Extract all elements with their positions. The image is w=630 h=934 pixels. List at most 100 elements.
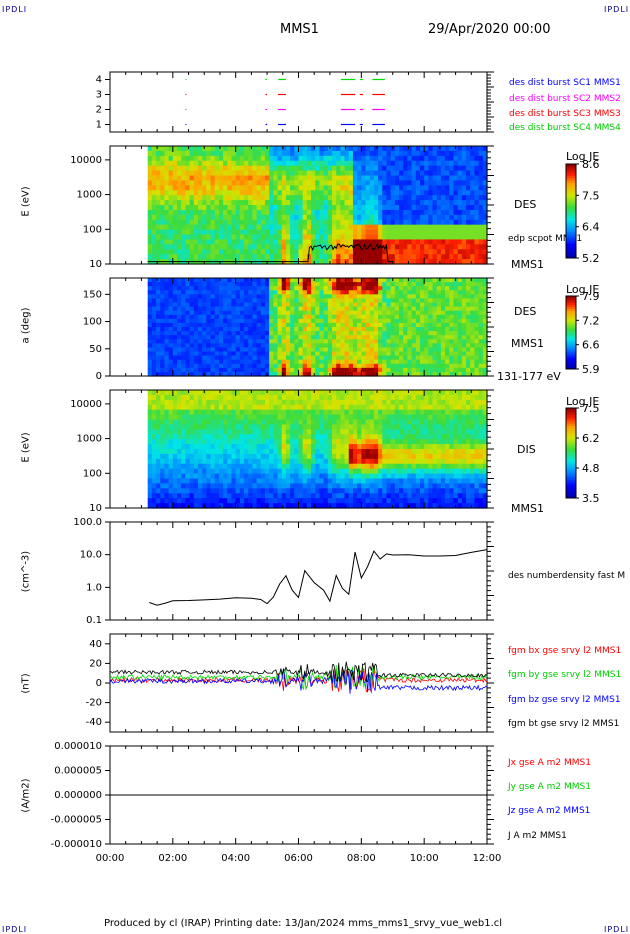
des-energy-cell [436,205,442,211]
des-energy-cell [181,180,186,186]
des-pitch-cell [319,335,325,340]
des-pitch-cell [164,286,170,291]
des-energy-cell [172,205,178,211]
des-energy-cell [168,146,174,152]
des-pitch-cell [399,359,404,365]
des-energy-cell [361,205,367,211]
des-pitch-cell [197,335,203,340]
des-pitch-cell [436,335,442,340]
des-energy-cell [319,239,325,245]
des-pitch-cell [223,347,228,353]
des-energy-cell [432,224,438,231]
des-pitch-cell [281,302,287,308]
dis-energy-cell [172,429,178,435]
dis-energy-cell [172,399,178,406]
des-pitch-cell [168,286,174,291]
dis-energy-cell [189,409,195,416]
des-pitch-cell [361,359,367,365]
des-pitch-cell [256,310,262,316]
des-energy-cell [189,180,195,186]
dis-energy-cell [164,449,170,455]
des-pitch-cell [290,302,295,308]
dis-energy-cell [168,463,174,470]
des-pitch-cell [415,314,421,320]
des-energy-cell [168,234,174,241]
dis-energy-cell [281,449,287,455]
dis-energy-cell [168,458,174,465]
des-energy-cell [394,239,400,245]
des-pitch-cell [344,339,350,344]
des-pitch-cell [210,310,216,316]
des-pitch-cell [147,339,153,344]
des-pitch-cell [193,302,199,308]
dis-energy-cell [235,503,241,509]
des-energy-cell [311,170,316,177]
des-pitch-cell [357,339,362,344]
dis-energy-cell [252,483,258,489]
dis-energy-cell [177,394,182,401]
des-energy-cell [231,185,237,191]
dis-energy-cell [218,488,224,494]
des-energy-cell [419,229,425,236]
des-pitch-cell [273,347,279,353]
des-energy-cell [298,190,304,196]
des-energy-cell [231,146,237,152]
des-pitch-cell [340,318,346,324]
des-pitch-cell [470,327,476,332]
dis-energy-cell [239,404,245,411]
des-pitch-cell [197,343,203,349]
des-pitch-cell [461,343,467,349]
des-energy-cell [344,259,350,265]
dis-energy-cell [252,434,258,440]
des-energy-cell [482,209,488,216]
des-energy-cell [197,190,203,196]
des-pitch-cell [311,371,316,377]
dis-energy-cell [189,483,195,489]
des-pitch-cell [235,286,241,291]
des-energy-cell [344,170,350,177]
des-energy-cell [436,180,442,186]
des-pitch-cell [264,367,270,373]
des-pitch-cell [206,347,212,353]
des-energy-cell [151,209,157,216]
des-pitch-cell [244,363,249,369]
des-pitch-cell [239,331,245,336]
des-pitch-cell [403,306,409,312]
des-pitch-cell [256,286,262,291]
des-energy-cell [332,150,337,157]
des-pitch-cell [428,327,434,332]
des-pitch-cell [357,355,362,361]
des-pitch-cell [419,298,425,304]
des-energy-cell [164,244,170,250]
des-pitch-cell [160,371,166,377]
des-pitch-cell [428,302,434,308]
dis-energy-cell [210,468,216,475]
des-pitch-cell [189,359,195,365]
des-pitch-cell [311,306,316,312]
des-energy-cell [160,239,166,245]
dis-energy-cell [235,409,241,416]
des-energy-cell [193,244,199,250]
des-energy-cell [290,254,295,260]
des-pitch-cell [378,290,383,295]
des-pitch-cell [382,359,388,365]
des-pitch-cell [407,278,413,283]
des-pitch-cell [273,318,279,324]
des-pitch-cell [394,314,400,320]
des-energy-cell [311,195,316,201]
des-energy-cell [403,224,409,231]
des-energy-cell [302,254,308,260]
des-pitch-cell [168,278,174,283]
dis-energy-cell [197,390,203,396]
des-energy-cell [214,150,220,157]
des-energy-cell [227,229,233,236]
dis-energy-cell [147,419,153,426]
des-pitch-cell [449,331,455,336]
dis-energy-cell [202,488,207,494]
des-energy-cell [453,239,459,245]
des-energy-cell [419,190,425,196]
des-energy-cell [373,175,379,182]
des-pitch-cell [160,327,166,332]
des-energy-cell [302,249,308,255]
des-pitch-cell [332,278,337,283]
